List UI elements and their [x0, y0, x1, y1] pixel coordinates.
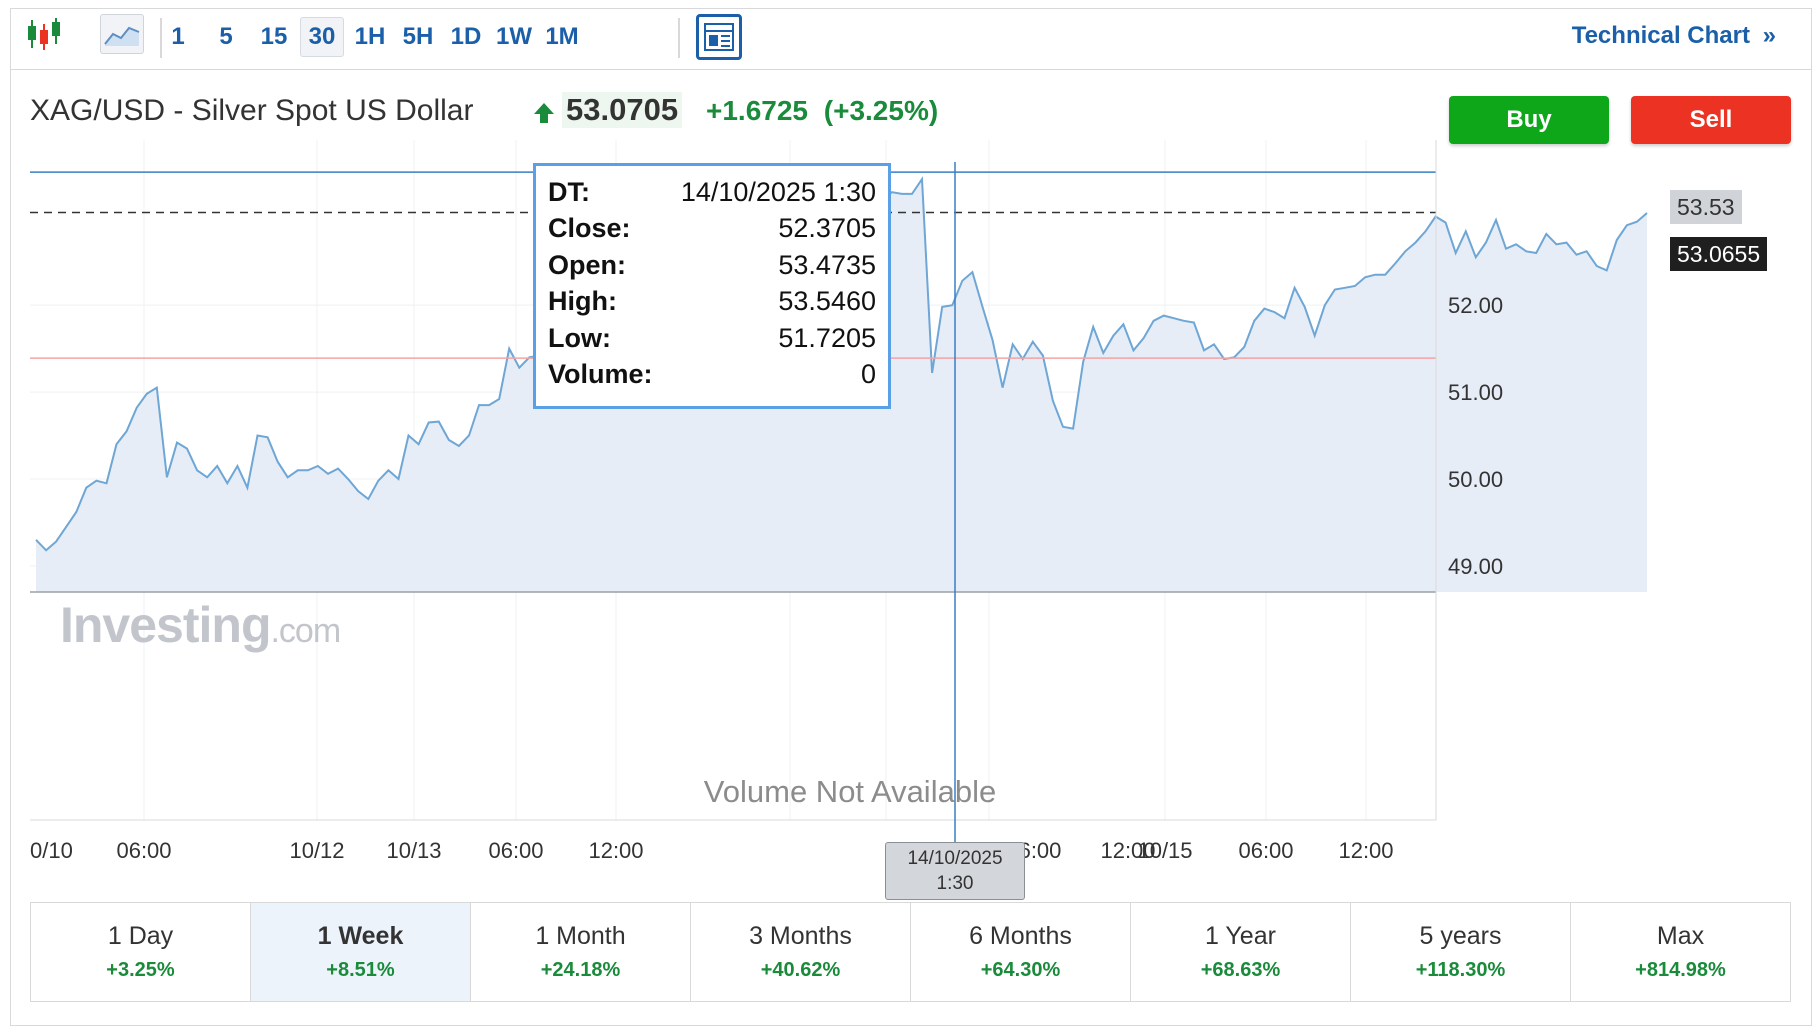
- price-change: +1.6725 (+3.25%): [706, 95, 938, 127]
- investing-watermark: Investing.com: [60, 596, 341, 654]
- period-change: +64.30%: [980, 959, 1061, 981]
- tooltip-key: Open:: [548, 249, 626, 280]
- period-1-day[interactable]: 1 Day +3.25%: [31, 903, 251, 1001]
- ohlc-tooltip: DT: 14/10/2025 1:30 Close: 52.3705 Open: 53.4…: [533, 163, 891, 409]
- area-chart-icon[interactable]: [100, 14, 144, 54]
- widget-frame: [10, 8, 1812, 1026]
- tooltip-value: 51.7205: [778, 322, 876, 353]
- crosshair-date-label: 14/10/2025 1:30: [885, 842, 1025, 900]
- x-tick-label: 10/15: [1137, 838, 1192, 863]
- chart-toolbar: [10, 8, 1812, 70]
- y-tick-label: 50.00: [1448, 467, 1503, 492]
- change-value: +1.6725: [706, 95, 808, 126]
- interval-30-button[interactable]: 30: [300, 17, 344, 57]
- period-max[interactable]: Max +814.98%: [1571, 903, 1790, 1001]
- toolbar-divider: [678, 18, 680, 58]
- x-tick-label: 6:00: [1019, 838, 1062, 863]
- x-tick-label: 06:00: [116, 838, 171, 863]
- period-label: 1 Day: [107, 922, 174, 950]
- x-tick-label: 12:00: [1100, 838, 1155, 863]
- period-label: 1 Year: [1205, 922, 1276, 950]
- layout-icon[interactable]: [696, 14, 742, 60]
- crosshair-time: 1:30: [936, 873, 974, 894]
- period-change: +68.63%: [1200, 959, 1281, 981]
- instrument-name: XAG/USD - Silver Spot US Dollar: [30, 94, 474, 127]
- technical-chart-label: Technical Chart: [1571, 22, 1750, 49]
- y-tick-label: 52.00: [1448, 293, 1503, 318]
- period-change: +8.51%: [326, 959, 395, 981]
- tooltip-row: Volume: 0: [548, 357, 876, 394]
- tooltip-key: Volume:: [548, 359, 653, 390]
- interval-1h-button[interactable]: 1H: [354, 23, 386, 50]
- period-label: 3 Months: [749, 922, 852, 950]
- buy-button[interactable]: Buy: [1449, 96, 1609, 144]
- last-price: 53.0705: [562, 92, 683, 128]
- arrow-up-icon: [534, 103, 554, 123]
- y-tick-label: 49.00: [1448, 554, 1503, 579]
- tooltip-row: Close: 52.3705: [548, 211, 876, 248]
- period-label: 5 years: [1419, 922, 1502, 950]
- period-change: +40.62%: [760, 959, 841, 981]
- period-change: +814.98%: [1635, 959, 1726, 981]
- period-6-months[interactable]: 6 Months +64.30%: [911, 903, 1131, 1001]
- tooltip-row: Low: 51.7205: [548, 320, 876, 357]
- period-3-months[interactable]: 3 Months +40.62%: [691, 903, 911, 1001]
- tooltip-value: 14/10/2025 1:30: [680, 176, 876, 207]
- x-tick-label: 12:00: [588, 838, 643, 863]
- tooltip-value: 53.4735: [778, 249, 876, 280]
- y-tick-label: 51.00: [1448, 380, 1503, 405]
- tooltip-value: 0: [860, 359, 876, 390]
- x-tick-label: 10/12: [289, 838, 344, 863]
- tooltip-value: 52.3705: [778, 213, 876, 244]
- interval-1d-button[interactable]: 1D: [450, 23, 482, 50]
- period-label: Max: [1656, 922, 1705, 950]
- crosshair-date: 14/10/2025: [907, 848, 1003, 869]
- tooltip-key: Low:: [548, 322, 611, 353]
- x-tick-label: 06:00: [1238, 838, 1293, 863]
- tooltip-row: DT: 14/10/2025 1:30: [548, 174, 876, 211]
- period-5-years[interactable]: 5 years +118.30%: [1351, 903, 1571, 1001]
- period-1-week[interactable]: 1 Week +8.51%: [251, 903, 471, 1001]
- period-1-month[interactable]: 1 Month +24.18%: [471, 903, 691, 1001]
- period-change: +24.18%: [540, 959, 621, 981]
- sell-button[interactable]: Sell: [1631, 96, 1791, 144]
- change-percent: (+3.25%): [823, 95, 939, 126]
- x-tick-label: 06:00: [488, 838, 543, 863]
- tooltip-key: DT:: [548, 176, 590, 207]
- last-price-tag: 53.0655: [1670, 237, 1768, 271]
- tooltip-value: 53.5460: [778, 286, 876, 317]
- x-tick-label: 0/10: [30, 838, 73, 863]
- interval-1w-button[interactable]: 1W: [496, 23, 532, 50]
- tooltip-row: High: 53.5460: [548, 284, 876, 321]
- tooltip-key: High:: [548, 286, 617, 317]
- performance-periods: 1 Day +3.25% 1 Week +8.51% 1 Month +24.18% …: [30, 902, 1791, 1002]
- high-price-tag: 53.53: [1670, 190, 1742, 224]
- watermark-suffix: .com: [270, 612, 341, 650]
- interval-5-button[interactable]: 5: [219, 23, 233, 50]
- x-tick-label: 10/13: [386, 838, 441, 863]
- watermark-brand: Investing: [60, 597, 271, 653]
- candlestick-icon[interactable]: [24, 14, 68, 54]
- tooltip-key: Close:: [548, 213, 631, 244]
- toolbar-divider: [160, 18, 162, 58]
- interval-1m-button[interactable]: 1M: [545, 23, 579, 50]
- volume-not-available: Volume Not Available: [703, 774, 997, 809]
- period-change: +118.30%: [1415, 959, 1506, 981]
- x-tick-label: 12:00: [1338, 838, 1393, 863]
- interval-15-button[interactable]: 15: [260, 23, 288, 50]
- period-1-year[interactable]: 1 Year +68.63%: [1131, 903, 1351, 1001]
- period-label: 6 Months: [969, 922, 1072, 950]
- period-change: +3.25%: [106, 959, 175, 981]
- double-chevron-right-icon: »: [1762, 22, 1776, 49]
- period-label: 1 Month: [535, 922, 626, 950]
- technical-chart-link[interactable]: Technical Chart »: [1572, 22, 1776, 50]
- tooltip-row: Open: 53.4735: [548, 247, 876, 284]
- interval-1-button[interactable]: 1: [171, 23, 185, 50]
- period-label: 1 Week: [317, 922, 404, 950]
- interval-5h-button[interactable]: 5H: [402, 23, 434, 50]
